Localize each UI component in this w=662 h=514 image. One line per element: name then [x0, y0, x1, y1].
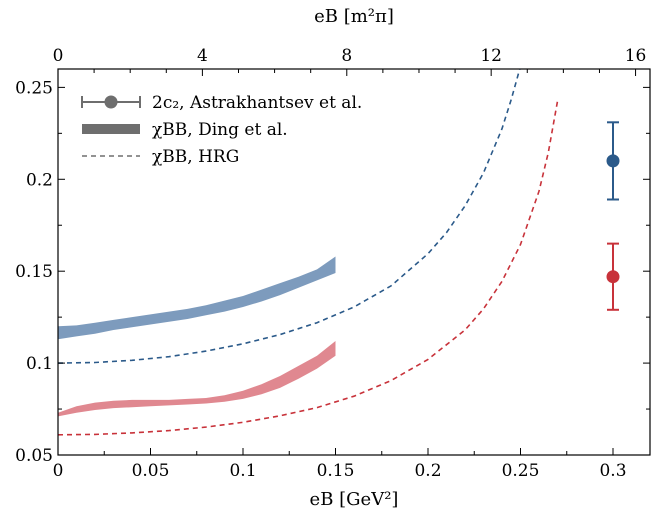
legend-label: χBB, Ding et al. — [152, 120, 288, 140]
y-tick-labels: 0.05 0.1 0.15 0.2 0.25 — [15, 78, 53, 466]
x-tick-labels: 0 0.05 0.1 0.15 0.2 0.25 0.3 — [53, 461, 627, 481]
x2-tick-label: 8 — [341, 46, 352, 66]
band-series-0 — [58, 256, 336, 340]
y-tick-label: 0.15 — [15, 262, 53, 282]
legend-band-swatch — [82, 124, 140, 134]
dashed-series-2 — [58, 69, 521, 364]
y-tick-label: 0.25 — [15, 78, 53, 98]
y-tick-label: 0.05 — [15, 446, 53, 466]
x-tick-label: 0 — [53, 461, 64, 481]
errorbar-point-5-0 — [606, 242, 620, 311]
ticks — [57, 69, 650, 456]
y-tick-label: 0.1 — [26, 354, 53, 374]
data-point-marker — [606, 154, 620, 168]
x-tick-label: 0.1 — [229, 461, 256, 481]
x2-tick-label: 4 — [197, 46, 208, 66]
plot-frame — [57, 68, 651, 456]
top-x-axis-label: eB [m²π] — [314, 6, 394, 27]
x-tick-label: 0.2 — [414, 461, 441, 481]
legend-entry-1: χBB, Ding et al. — [82, 120, 288, 140]
x-tick-label: 0.25 — [502, 461, 540, 481]
x-axis-label: eB [GeV²] — [310, 489, 399, 510]
errorbar-point-4-0 — [606, 121, 620, 201]
legend: 2c₂, Astrakhantsev et al. χBB, Ding et al… — [81, 93, 362, 167]
legend-entry-0: 2c₂, Astrakhantsev et al. — [81, 93, 362, 113]
legend-label: 2c₂, Astrakhantsev et al. — [152, 93, 362, 113]
x2-tick-label: 12 — [480, 46, 502, 66]
x-tick-label: 0.05 — [132, 461, 170, 481]
legend-label: χBB, HRG — [152, 147, 239, 167]
legend-entry-2: χBB, HRG — [82, 147, 239, 167]
x2-tick-label: 0 — [53, 46, 64, 66]
dashed-series-3 — [58, 101, 559, 436]
x-tick-label: 0.15 — [317, 461, 355, 481]
y-tick-label: 0.2 — [26, 170, 53, 190]
legend-marker — [104, 95, 118, 109]
axes-layer: 0 0.05 0.1 0.15 0.2 0.25 0.3 0 4 8 12 16 0.050.10.… — [15, 6, 651, 510]
x2-tick-label: 16 — [625, 46, 647, 66]
data-layer — [58, 69, 620, 436]
data-point-marker — [606, 270, 620, 284]
x2-tick-labels: 0 4 8 12 16 — [53, 46, 647, 66]
band-series-1 — [58, 341, 336, 417]
x-tick-label: 0.3 — [599, 461, 626, 481]
